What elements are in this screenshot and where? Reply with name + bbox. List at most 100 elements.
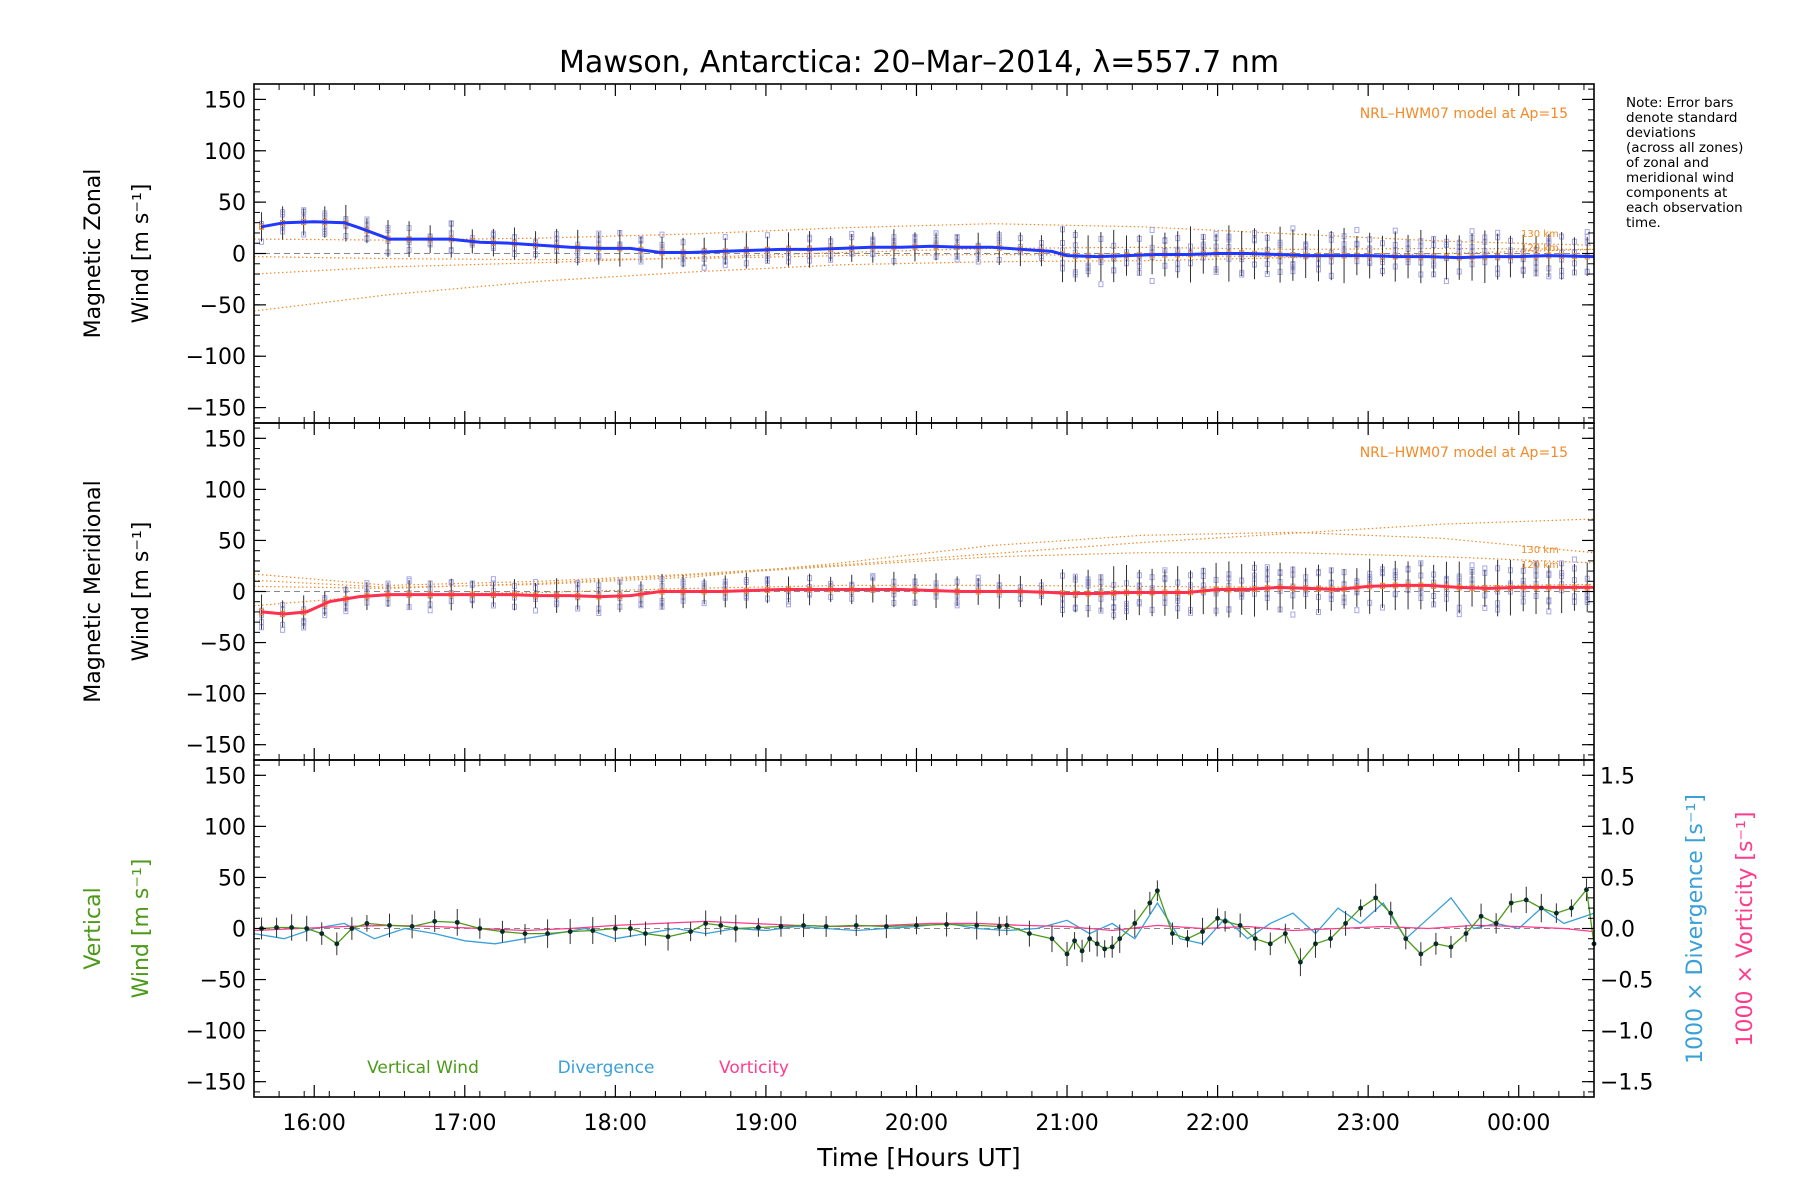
y-tick-label: 50 [218, 529, 246, 554]
vertical-wind-point [454, 919, 460, 925]
y2-tick-label: −1.0 [1600, 1020, 1653, 1045]
vertical-wind-point [319, 931, 325, 937]
y-tick-label: 150 [204, 764, 246, 789]
vertical-wind-point [801, 923, 806, 928]
vertical-wind-point [364, 920, 370, 926]
y2-tick-label: 1.5 [1600, 764, 1635, 789]
x-tick-label: 19:00 [734, 1111, 797, 1136]
vertical-wind-point [1373, 895, 1379, 901]
zone-sample-marker [1584, 229, 1590, 236]
y-tick-label: 0 [232, 581, 246, 606]
x-axis-label: Time [Hours UT] [816, 1143, 1020, 1172]
vertical-wind-point [643, 931, 648, 937]
vertical-wind-point [1200, 929, 1205, 934]
vertical-wind-point [1087, 936, 1093, 942]
x-tick-label: 17:00 [433, 1111, 496, 1136]
vertical-wind-point [733, 926, 739, 931]
vertical-wind-point [289, 925, 295, 930]
x-tick-label: 18:00 [584, 1111, 647, 1136]
model-annotation: NRL–HWM07 model at Ap=15 [1360, 106, 1568, 122]
vertical-wind-point [688, 929, 694, 934]
vertical-wind-point [1448, 944, 1454, 950]
vertical-wind-point [1117, 936, 1123, 942]
zone-sample-marker [1354, 227, 1360, 234]
vertical-wind-point [778, 924, 784, 929]
y-tick-label: −150 [186, 1071, 246, 1096]
vertical-wind-point [1388, 910, 1394, 916]
vertical-wind-point [1102, 946, 1108, 952]
zone-sample-marker [427, 607, 433, 614]
zone-sample-marker [490, 576, 496, 583]
y-axis-label-line1: Magnetic Zonal [81, 169, 106, 339]
y-tick-label: −100 [186, 345, 246, 370]
vertical-wind-point [1358, 905, 1364, 911]
zone-sample-marker [280, 626, 286, 633]
y-tick-label: −100 [186, 1020, 246, 1045]
vertical-wind-point [1282, 931, 1288, 937]
vertical-wind-point [1298, 959, 1303, 965]
x-tick-label: 21:00 [1035, 1111, 1098, 1136]
vertical-wind-point [996, 924, 1002, 929]
y2-tick-label: 1.0 [1600, 815, 1635, 840]
vertical-wind-point [304, 926, 310, 931]
vertical-wind-point [500, 929, 505, 934]
zone-sample-marker [1290, 611, 1296, 618]
model-height-label: 130 km [1521, 229, 1559, 240]
vertical-wind-point [1493, 920, 1499, 926]
vertical-wind-point [755, 925, 761, 930]
vertical-wind-line [261, 888, 1595, 964]
vertical-wind-point [1403, 936, 1409, 942]
vertical-wind-point [349, 926, 355, 931]
y-axis-label-line1: Magnetic Meridional [81, 480, 106, 702]
vertical-wind-point [1569, 905, 1574, 911]
y2-axis-label-vorticity: 1000 × Vorticity [s⁻¹] [1733, 812, 1758, 1047]
x-tick-label: 22:00 [1186, 1111, 1249, 1136]
meridional-wind-line [261, 583, 1594, 616]
model-height-label: 120 km [1521, 560, 1559, 571]
vertical-wind-point [1079, 948, 1085, 954]
vertical-wind-point [1328, 936, 1333, 942]
zone-sample-marker [1469, 228, 1475, 235]
vertical-wind-point [1313, 941, 1318, 947]
vertical-wind-point [612, 926, 618, 931]
y-tick-label: −50 [200, 632, 246, 657]
x-tick-label: 20:00 [885, 1111, 948, 1136]
vertical-wind-point [1343, 920, 1348, 926]
model-height-label: 130 km [1521, 545, 1559, 556]
vertical-wind-point [823, 924, 829, 929]
y-tick-label: 50 [218, 866, 246, 891]
vertical-wind-point [567, 929, 573, 934]
vertical-wind-point [1463, 931, 1469, 937]
vertical-wind-point [387, 923, 392, 928]
y-tick-label: 0 [232, 243, 246, 268]
vertical-wind-point [1170, 931, 1175, 937]
x-tick-label: 23:00 [1336, 1111, 1399, 1136]
vertical-wind-point [1237, 923, 1243, 928]
vertical-wind-point [1538, 905, 1544, 911]
x-tick-label: 00:00 [1487, 1111, 1550, 1136]
model-curve [253, 518, 1595, 587]
vertical-wind-point [590, 928, 596, 933]
vertical-wind-point [1508, 900, 1514, 906]
vertical-wind-point [1418, 951, 1424, 957]
zone-sample-marker [1098, 281, 1104, 288]
vertical-wind-point [1222, 918, 1228, 924]
y-tick-label: −150 [186, 734, 246, 759]
y-tick-label: 0 [232, 918, 246, 943]
vertical-wind-point [522, 931, 528, 937]
y-tick-label: −150 [186, 397, 246, 422]
note-line: denote standard [1626, 110, 1738, 126]
divergence-line [253, 896, 1595, 945]
zone-sample-marker [1149, 226, 1155, 233]
vertical-wind-point [1132, 920, 1138, 926]
vertical-wind-point [1478, 913, 1484, 919]
vertical-wind-point [665, 934, 671, 940]
y-tick-label: 150 [204, 88, 246, 113]
zone-sample-marker [1149, 278, 1155, 285]
vertical-wind-point [432, 918, 438, 924]
note-line: (across all zones) [1626, 140, 1744, 156]
y-tick-label: 100 [204, 478, 246, 503]
y-tick-label: 100 [204, 815, 246, 840]
vertical-wind-point [1433, 941, 1439, 947]
